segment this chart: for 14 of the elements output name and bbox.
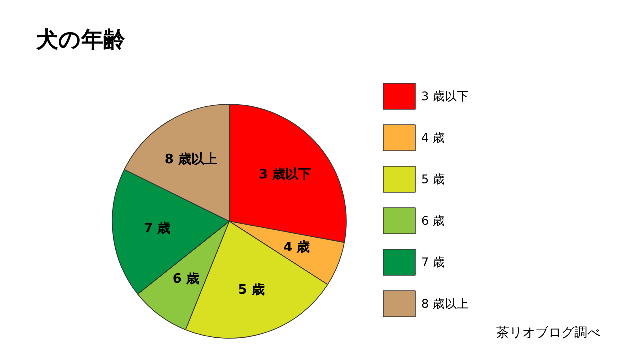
slice-label: 3 歳以下 xyxy=(258,168,312,183)
legend-label: 5 歳 xyxy=(422,172,445,186)
legend-label: 7 歳 xyxy=(422,256,445,270)
legend-label: 8 歳以上 xyxy=(422,297,469,311)
slice-label: 4 歳 xyxy=(284,240,310,256)
text: 茶リオブログ調べ xyxy=(496,326,600,341)
chart-title: 犬の年齢 xyxy=(36,28,126,53)
legend-label: 3 歳以下 xyxy=(422,90,469,104)
slice-label: 7 歳 xyxy=(144,222,171,237)
legend-label: 6 歳 xyxy=(422,214,445,228)
slice-label: 8 歳以上 xyxy=(164,152,218,168)
slice-label: 6 歳 xyxy=(172,272,200,288)
legend-label: 4 歳 xyxy=(422,131,445,145)
slice-label: 5 歳 xyxy=(238,283,265,298)
